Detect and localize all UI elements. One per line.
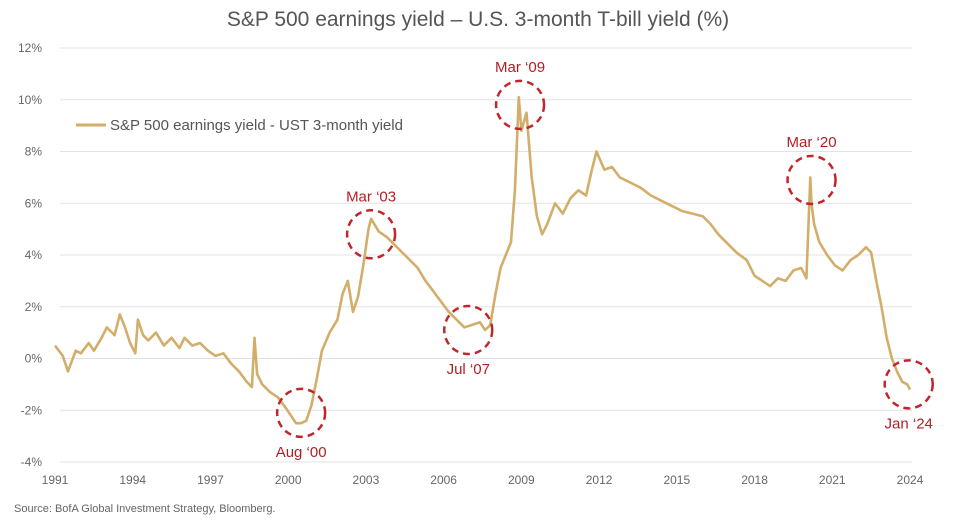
x-tick-label: 2024 <box>897 473 924 487</box>
y-tick-label: -2% <box>21 403 43 417</box>
chart-title: S&P 500 earnings yield – U.S. 3-month T-… <box>227 8 729 31</box>
x-tick-label: 1997 <box>197 473 224 487</box>
y-tick-label: 0% <box>25 352 43 366</box>
y-tick-label: 8% <box>25 145 43 159</box>
x-tick-label: 2000 <box>275 473 302 487</box>
series-line <box>53 95 912 425</box>
x-tick-label: 2015 <box>663 473 690 487</box>
annotation-label: Mar ‘03 <box>346 188 396 205</box>
y-tick-label: -4% <box>21 455 43 469</box>
y-tick-label: 4% <box>25 248 43 262</box>
y-tick-label: 6% <box>25 196 43 210</box>
y-tick-label: 2% <box>25 300 43 314</box>
annotation-label: Jul ‘07 <box>447 361 490 378</box>
annotation-circle <box>494 79 546 131</box>
annotation: Jul ‘07 <box>443 304 494 378</box>
annotation: Mar ‘03 <box>345 188 397 260</box>
annotation-circle <box>345 209 397 260</box>
legend-label: S&P 500 earnings yield - UST 3-month yie… <box>110 117 403 134</box>
annotation: Mar ‘20 <box>786 134 837 206</box>
source-note: Source: BofA Global Investment Strategy,… <box>14 503 276 515</box>
annotation-label: Jan ‘24 <box>885 415 933 432</box>
legend: S&P 500 earnings yield - UST 3-month yie… <box>76 117 403 134</box>
annotation: Aug ‘00 <box>275 387 327 461</box>
y-tick-label: 10% <box>18 93 42 107</box>
x-tick-label: 2021 <box>819 473 846 487</box>
x-tick-label: 2006 <box>430 473 457 487</box>
annotation-label: Mar ‘20 <box>787 134 837 151</box>
x-tick-label: 2012 <box>586 473 613 487</box>
annotation-label: Mar ‘09 <box>495 59 545 76</box>
annotation: Mar ‘09 <box>494 59 546 131</box>
annotation: Jan ‘24 <box>883 359 934 432</box>
annotation-circle <box>275 387 327 439</box>
annotation-label: Aug ‘00 <box>276 444 327 461</box>
x-tick-label: 1991 <box>42 473 69 487</box>
x-tick-label: 2018 <box>741 473 768 487</box>
x-tick-label: 2003 <box>353 473 380 487</box>
y-tick-label: 12% <box>18 41 42 55</box>
annotation-circle <box>786 154 837 206</box>
x-tick-label: 2009 <box>508 473 535 487</box>
x-tick-label: 1994 <box>119 473 146 487</box>
annotation-circle <box>883 359 934 410</box>
annotation-circle <box>443 304 494 356</box>
